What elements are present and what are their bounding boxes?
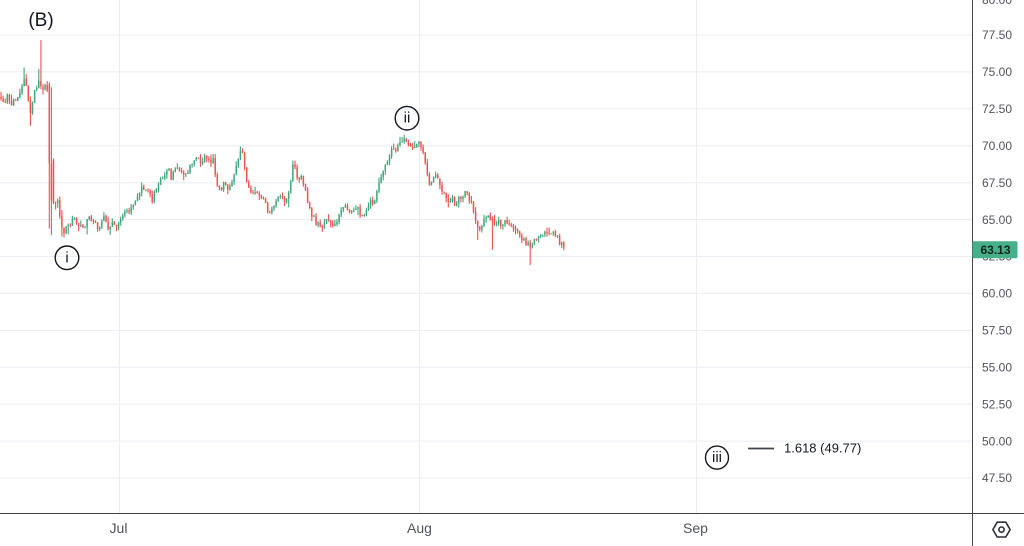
svg-text:65.00: 65.00 — [982, 213, 1012, 227]
svg-text:80.00: 80.00 — [982, 0, 1012, 7]
svg-text:77.50: 77.50 — [982, 28, 1012, 42]
svg-text:67.50: 67.50 — [982, 176, 1012, 190]
svg-text:55.00: 55.00 — [982, 361, 1012, 375]
svg-text:(B): (B) — [28, 10, 53, 31]
svg-text:63.13: 63.13 — [980, 243, 1010, 257]
svg-text:iii: iii — [712, 449, 722, 466]
svg-text:47.50: 47.50 — [982, 471, 1012, 485]
svg-text:75.00: 75.00 — [982, 65, 1012, 79]
svg-text:57.50: 57.50 — [982, 324, 1012, 338]
svg-text:60.00: 60.00 — [982, 287, 1012, 301]
svg-text:Jul: Jul — [110, 520, 128, 536]
svg-text:52.50: 52.50 — [982, 397, 1012, 411]
svg-text:50.00: 50.00 — [982, 434, 1012, 448]
svg-text:70.00: 70.00 — [982, 139, 1012, 153]
svg-text:72.50: 72.50 — [982, 102, 1012, 116]
svg-text:ii: ii — [404, 110, 411, 127]
svg-text:1.618 (49.77): 1.618 (49.77) — [784, 441, 861, 456]
svg-text:Sep: Sep — [683, 520, 708, 536]
svg-text:Aug: Aug — [407, 520, 432, 536]
svg-text:i: i — [65, 249, 68, 266]
